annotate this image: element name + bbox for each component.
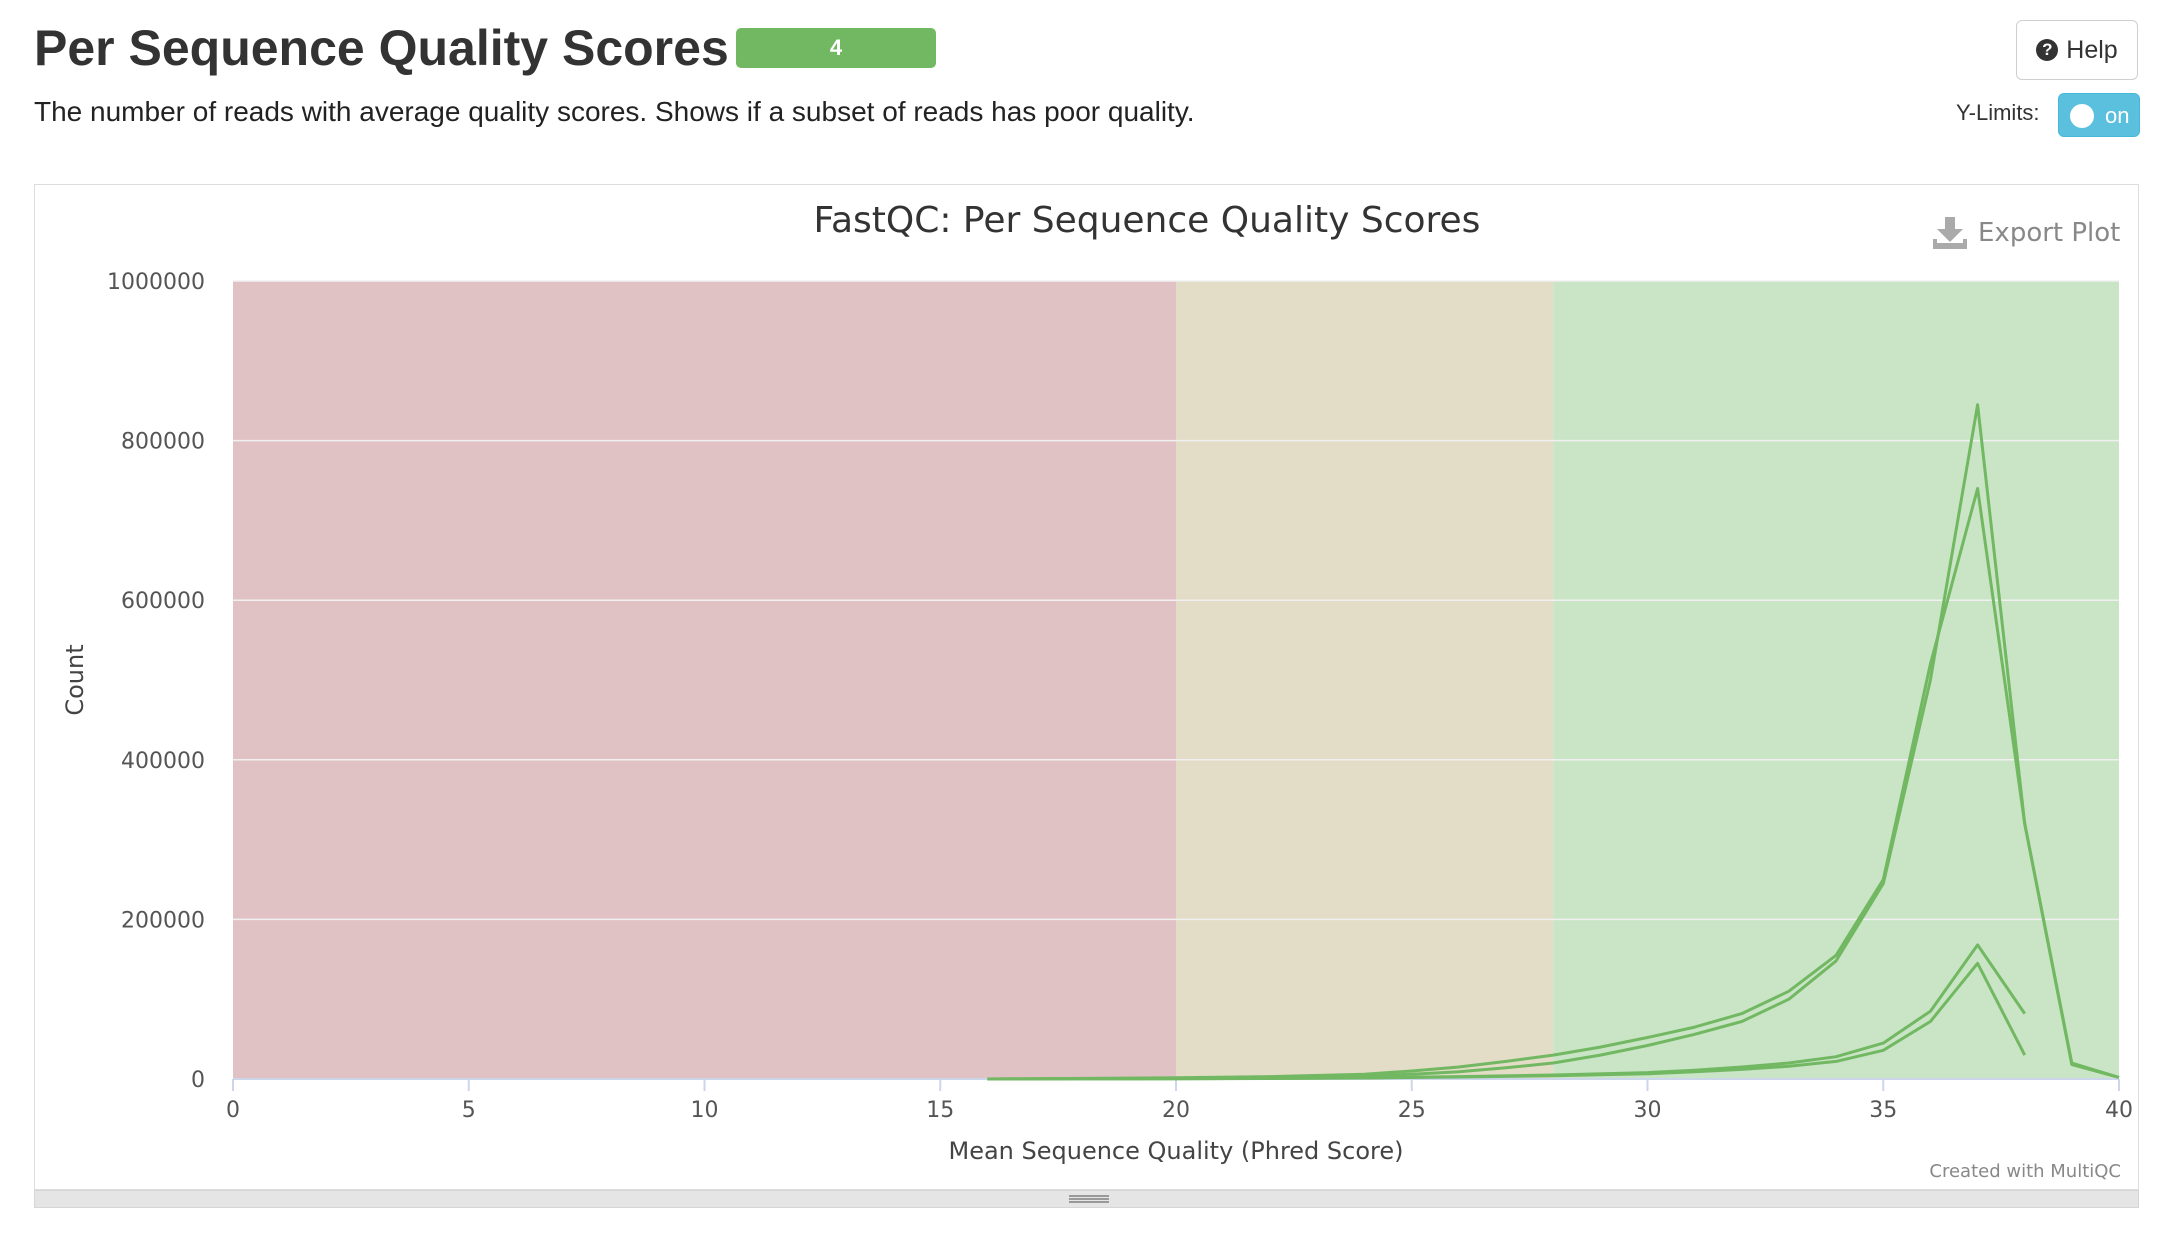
export-plot-label: Export Plot <box>1978 218 2120 248</box>
quality-chart: 0 200000 400000 600000 800000 1000000 0 5 10 15 20… <box>61 200 2133 1182</box>
section-description: The number of reads with average quality… <box>34 96 1195 127</box>
quality-zone-band <box>1176 281 1554 1079</box>
toggle-label: on <box>2105 103 2130 128</box>
x-tick-label: 15 <box>926 1098 954 1123</box>
resize-handle[interactable] <box>34 1190 2139 1208</box>
y-tick-label: 0 <box>191 1068 205 1093</box>
page-title: Per Sequence Quality Scores <box>34 20 729 76</box>
x-tick-label: 10 <box>691 1098 719 1123</box>
ylimits-toggle[interactable]: on <box>2058 93 2140 137</box>
question-circle-icon: ? <box>2036 39 2059 61</box>
y-axis-label: Count <box>61 644 89 715</box>
x-tick-label: 5 <box>462 1098 476 1123</box>
status-badge: 4 <box>736 28 936 68</box>
x-axis-label: Mean Sequence Quality (Phred Score) <box>948 1137 1403 1165</box>
quality-zone-band <box>1553 281 2119 1079</box>
help-button[interactable]: ? Help <box>2016 20 2138 80</box>
ylimits-label: Y-Limits: <box>1956 100 2040 125</box>
download-icon <box>1933 217 1967 249</box>
y-tick-label: 600000 <box>121 589 205 614</box>
y-tick-label: 800000 <box>121 430 205 455</box>
x-tick-label: 30 <box>1634 1098 1662 1123</box>
y-tick-label: 1000000 <box>107 270 205 295</box>
chart-title: FastQC: Per Sequence Quality Scores <box>814 200 1481 241</box>
help-label: Help <box>2066 35 2118 64</box>
grip-icon <box>1069 1195 1109 1203</box>
export-plot-button[interactable]: Export Plot <box>1933 217 2120 249</box>
multiqc-credit: Created with MultiQC <box>1929 1161 2121 1182</box>
series-line <box>987 487 2120 1081</box>
y-tick-label: 400000 <box>121 749 205 774</box>
series-line <box>987 961 2027 1081</box>
x-tick-label: 25 <box>1398 1098 1426 1123</box>
toggle-knob <box>2070 104 2094 128</box>
x-tick-label: 20 <box>1162 1098 1190 1123</box>
quality-zone-band <box>233 281 1176 1079</box>
x-tick-label: 40 <box>2105 1098 2133 1123</box>
x-tick-label: 35 <box>1869 1098 1897 1123</box>
x-tick-label: 0 <box>226 1098 240 1123</box>
plot-panel: 0 200000 400000 600000 800000 1000000 0 5 10 15 20… <box>34 184 2139 1190</box>
y-tick-label: 200000 <box>121 908 205 933</box>
